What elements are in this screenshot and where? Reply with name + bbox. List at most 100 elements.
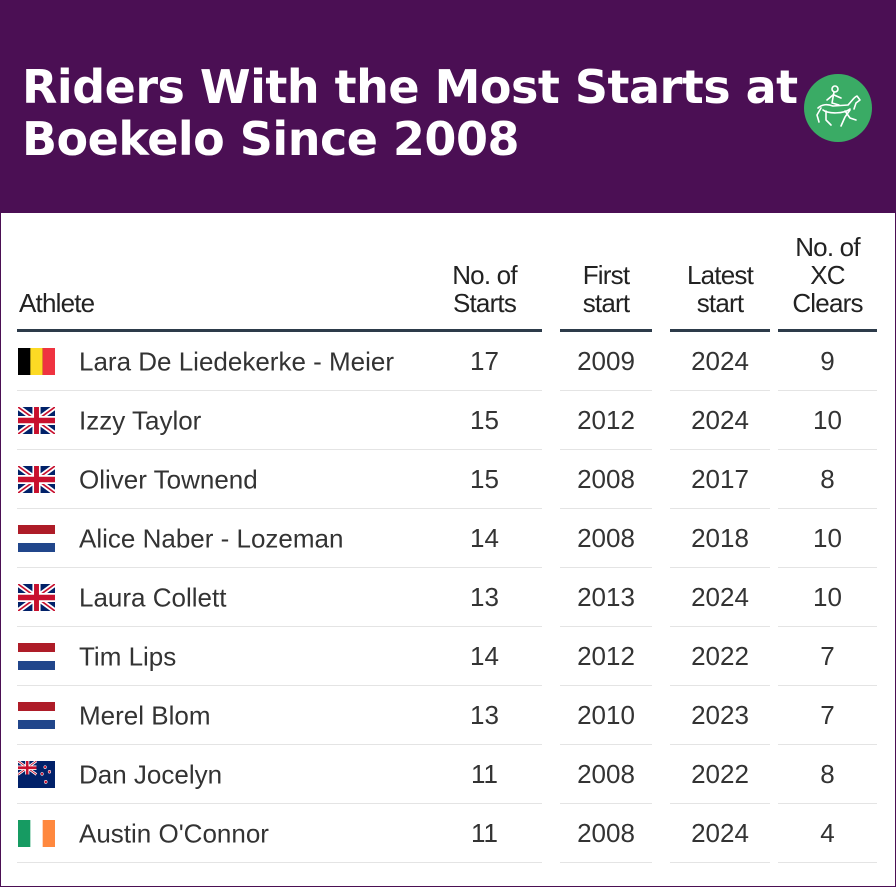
col-gap bbox=[542, 331, 560, 391]
athlete-name: Merel Blom bbox=[79, 700, 211, 731]
col-gap bbox=[542, 391, 560, 450]
athlete-cell: Lara De Liedekerke - Meier bbox=[17, 330, 427, 391]
starts-cell: 15 bbox=[427, 449, 542, 509]
col-gap bbox=[770, 391, 778, 450]
col-gap bbox=[652, 233, 670, 331]
col-gap bbox=[652, 450, 670, 509]
xc-clears-cell: 7 bbox=[778, 685, 877, 745]
flag-irl-icon bbox=[18, 820, 55, 848]
xc-clears-cell: 9 bbox=[778, 330, 877, 391]
table-row: Dan Jocelyn 11 2008 2022 8 bbox=[17, 744, 877, 804]
latest-start-cell: 2022 bbox=[670, 626, 770, 686]
riders-table: Athlete No. of Starts First start Latest… bbox=[17, 233, 877, 863]
latest-start-cell: 2024 bbox=[670, 330, 770, 391]
col-gap bbox=[770, 331, 778, 391]
col-gap bbox=[770, 686, 778, 745]
col-header-starts: No. of Starts bbox=[427, 233, 542, 332]
athlete-cell: Alice Naber - Lozeman bbox=[17, 508, 427, 568]
header-banner: Riders With the Most Starts at Boekelo S… bbox=[1, 1, 895, 213]
flag-bel-icon bbox=[18, 348, 55, 376]
horse-rider-logo-icon bbox=[804, 74, 872, 142]
col-gap bbox=[770, 745, 778, 804]
latest-start-cell: 2023 bbox=[670, 685, 770, 745]
col-gap bbox=[652, 391, 670, 450]
col-gap bbox=[652, 568, 670, 627]
col-gap bbox=[542, 686, 560, 745]
first-start-cell: 2008 bbox=[560, 449, 652, 509]
table-row: Tim Lips 14 2012 2022 7 bbox=[17, 626, 877, 686]
athlete-name: Izzy Taylor bbox=[79, 405, 202, 436]
xc-clears-cell: 8 bbox=[778, 449, 877, 509]
starts-cell: 11 bbox=[427, 803, 542, 863]
col-gap bbox=[542, 568, 560, 627]
col-gap bbox=[652, 509, 670, 568]
col-header-athlete: Athlete bbox=[17, 233, 427, 332]
chart-title: Riders With the Most Starts at Boekelo S… bbox=[22, 60, 798, 166]
athlete-cell: Izzy Taylor bbox=[17, 390, 427, 450]
xc-clears-cell: 8 bbox=[778, 744, 877, 804]
col-gap bbox=[652, 686, 670, 745]
table-row: Alice Naber - Lozeman 14 2008 2018 10 bbox=[17, 508, 877, 568]
first-start-cell: 2010 bbox=[560, 685, 652, 745]
col-gap bbox=[542, 627, 560, 686]
starts-cell: 15 bbox=[427, 390, 542, 450]
col-gap bbox=[770, 804, 778, 863]
col-header-first: First start bbox=[560, 233, 652, 332]
first-start-cell: 2013 bbox=[560, 567, 652, 627]
flag-ned-icon bbox=[18, 525, 55, 553]
athlete-name: Laura Collett bbox=[79, 582, 227, 613]
xc-clears-cell: 10 bbox=[778, 508, 877, 568]
athlete-name: Alice Naber - Lozeman bbox=[79, 523, 344, 554]
col-gap bbox=[542, 745, 560, 804]
athlete-cell: Oliver Townend bbox=[17, 449, 427, 509]
latest-start-cell: 2024 bbox=[670, 390, 770, 450]
latest-start-cell: 2024 bbox=[670, 567, 770, 627]
athlete-cell: Merel Blom bbox=[17, 685, 427, 745]
first-start-cell: 2008 bbox=[560, 744, 652, 804]
col-gap bbox=[770, 509, 778, 568]
col-gap bbox=[770, 568, 778, 627]
xc-clears-cell: 10 bbox=[778, 390, 877, 450]
starts-cell: 11 bbox=[427, 744, 542, 804]
latest-start-cell: 2022 bbox=[670, 744, 770, 804]
athlete-name: Dan Jocelyn bbox=[79, 759, 223, 790]
flag-gbr-icon bbox=[18, 407, 55, 435]
xc-clears-cell: 4 bbox=[778, 803, 877, 863]
col-header-latest: Latest start bbox=[670, 233, 770, 332]
col-gap bbox=[542, 509, 560, 568]
flag-gbr-icon bbox=[18, 466, 55, 494]
table-row: Laura Collett 13 2013 2024 10 bbox=[17, 567, 877, 627]
col-gap bbox=[652, 331, 670, 391]
header-row: Athlete No. of Starts First start Latest… bbox=[17, 233, 877, 332]
latest-start-cell: 2017 bbox=[670, 449, 770, 509]
starts-cell: 14 bbox=[427, 508, 542, 568]
table-row: Izzy Taylor 15 2012 2024 10 bbox=[17, 390, 877, 450]
athlete-name: Austin O'Connor bbox=[79, 818, 269, 849]
first-start-cell: 2009 bbox=[560, 330, 652, 391]
table-row: Oliver Townend 15 2008 2017 8 bbox=[17, 449, 877, 509]
col-gap bbox=[652, 745, 670, 804]
flag-gbr-icon bbox=[18, 584, 55, 612]
col-gap bbox=[542, 233, 560, 331]
athlete-name: Lara De Liedekerke - Meier bbox=[79, 346, 395, 377]
latest-start-cell: 2018 bbox=[670, 508, 770, 568]
col-gap bbox=[542, 804, 560, 863]
starts-cell: 13 bbox=[427, 685, 542, 745]
first-start-cell: 2008 bbox=[560, 508, 652, 568]
xc-clears-cell: 10 bbox=[778, 567, 877, 627]
col-gap bbox=[652, 804, 670, 863]
col-gap bbox=[770, 450, 778, 509]
first-start-cell: 2012 bbox=[560, 390, 652, 450]
starts-cell: 17 bbox=[427, 330, 542, 391]
col-gap bbox=[542, 450, 560, 509]
athlete-cell: Austin O'Connor bbox=[17, 803, 427, 863]
latest-start-cell: 2024 bbox=[670, 803, 770, 863]
col-gap bbox=[652, 627, 670, 686]
table-row: Lara De Liedekerke - Meier 17 2009 2024 9 bbox=[17, 330, 877, 391]
col-gap bbox=[770, 233, 778, 331]
flag-ned-icon bbox=[18, 643, 55, 671]
starts-cell: 13 bbox=[427, 567, 542, 627]
athlete-cell: Tim Lips bbox=[17, 626, 427, 686]
flag-ned-icon bbox=[18, 702, 55, 730]
